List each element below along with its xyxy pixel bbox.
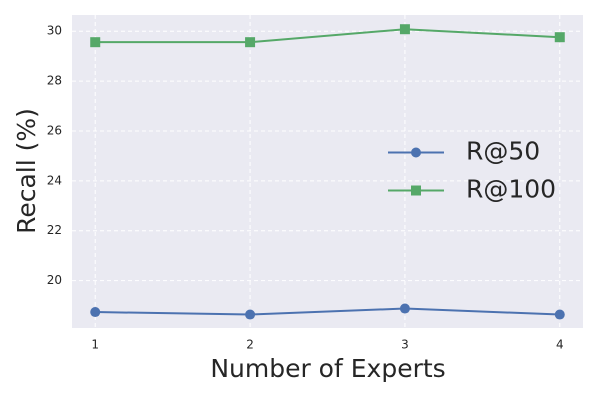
- legend-marker: [411, 147, 421, 158]
- legend-label: R@50: [466, 137, 540, 166]
- y-tick-label: 22: [47, 223, 62, 237]
- plot-area: [72, 15, 583, 328]
- marker: [245, 309, 256, 320]
- x-axis-label: Number of Experts: [210, 354, 445, 383]
- x-tick-label: 1: [91, 338, 99, 352]
- marker: [90, 307, 101, 318]
- y-axis-label: Recall (%): [12, 108, 41, 234]
- y-tick-label: 20: [47, 273, 62, 287]
- y-tick-label: 30: [47, 24, 62, 38]
- marker: [399, 303, 410, 314]
- series-line: [95, 307, 560, 316]
- marker: [245, 37, 256, 48]
- marker: [399, 24, 410, 35]
- legend-label: R@100: [466, 175, 556, 204]
- marker: [90, 37, 101, 48]
- x-tick-label: 4: [556, 338, 564, 352]
- series-line: [95, 28, 560, 44]
- x-tick-label: 3: [401, 338, 409, 352]
- x-tick-label: 2: [246, 338, 254, 352]
- y-tick-label: 24: [47, 173, 62, 187]
- y-tick-label: 26: [47, 123, 62, 137]
- legend-marker: [411, 185, 421, 196]
- marker: [554, 32, 565, 43]
- y-tick-label: 28: [47, 74, 62, 88]
- marker: [554, 309, 565, 320]
